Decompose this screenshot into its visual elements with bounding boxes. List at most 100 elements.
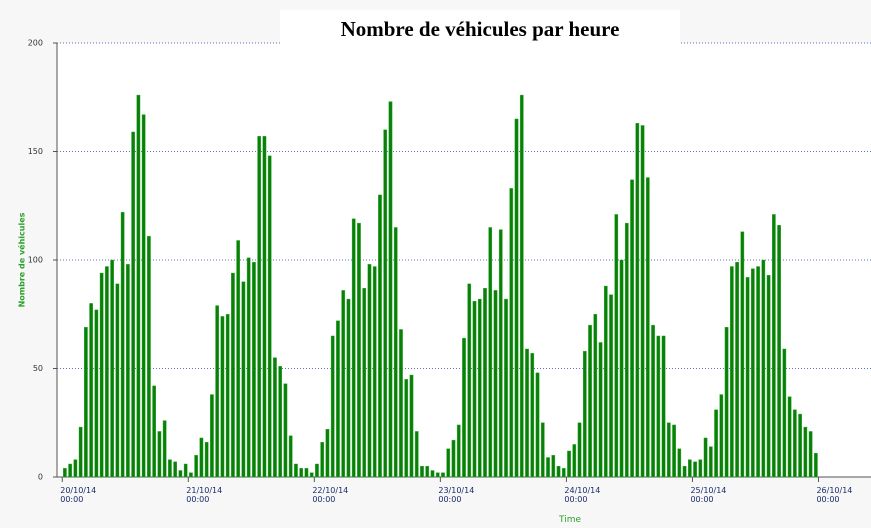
y-tick-label: 150 (28, 147, 43, 156)
y-axis-label: Nombre de véhicules (17, 212, 27, 307)
bar (162, 420, 167, 478)
bar (99, 272, 104, 478)
bar (577, 422, 582, 478)
bar (252, 261, 256, 478)
bar (236, 240, 241, 478)
bar (535, 372, 540, 478)
bar (803, 426, 808, 478)
bar (666, 422, 671, 478)
bar (262, 136, 267, 478)
bar (766, 274, 771, 478)
bar (561, 468, 566, 478)
x-tick-label: 22/10/14 00:00 (312, 486, 349, 504)
bar (315, 463, 319, 478)
bar (724, 327, 729, 478)
bar (425, 465, 430, 478)
bar (147, 235, 151, 478)
bar (493, 290, 498, 478)
bar (661, 335, 666, 478)
x-tick-label: 25/10/14 00:00 (690, 486, 727, 504)
bar (357, 222, 361, 478)
bar (63, 468, 67, 478)
bar (761, 259, 766, 478)
x-tick-label: 23/10/14 00:00 (438, 486, 475, 504)
y-tick-label: 100 (28, 256, 43, 265)
bar (498, 229, 503, 478)
bar (651, 324, 655, 478)
bar (189, 472, 193, 478)
bar (409, 374, 414, 478)
bar (446, 448, 451, 478)
bar (514, 118, 519, 478)
bar (341, 290, 346, 478)
bar (614, 214, 619, 478)
bar (808, 431, 813, 478)
bar (273, 357, 277, 478)
bar (451, 439, 456, 478)
bar (504, 298, 508, 478)
bar (530, 353, 535, 478)
bar (787, 396, 792, 478)
bar (210, 394, 214, 478)
bar (257, 136, 262, 478)
bar (346, 298, 351, 478)
chart-title: Nombre de véhicules par heure (280, 10, 680, 48)
bar (793, 409, 797, 478)
bar (735, 261, 739, 478)
bar (84, 327, 88, 478)
bar (283, 383, 288, 478)
bar (288, 435, 293, 478)
x-tick-label: 26/10/14 00:00 (816, 486, 853, 504)
bar (719, 394, 724, 478)
bar (745, 277, 750, 478)
bar (546, 457, 550, 478)
bar (677, 448, 682, 478)
bar (152, 385, 156, 478)
bar (199, 437, 204, 478)
bar (278, 366, 283, 478)
bar (751, 268, 755, 478)
bar (588, 324, 592, 478)
bar (598, 342, 603, 478)
bar (330, 335, 335, 478)
bar (703, 437, 708, 478)
bar (215, 305, 220, 478)
bar (772, 214, 776, 478)
bar (404, 379, 409, 478)
bar (141, 114, 146, 478)
bar (126, 264, 130, 478)
bar (399, 329, 403, 478)
bar (693, 461, 697, 478)
bar (393, 227, 398, 478)
bar (483, 288, 487, 478)
bar (157, 431, 162, 478)
bar (372, 266, 377, 478)
bar (325, 429, 330, 478)
bar (320, 442, 325, 478)
bar (441, 472, 445, 478)
bar (173, 461, 177, 478)
y-tick-label: 50 (33, 364, 43, 373)
bar (572, 444, 577, 478)
bar (136, 94, 141, 478)
bar (798, 413, 802, 478)
bar (645, 177, 650, 478)
bar (351, 218, 356, 478)
bar (309, 472, 314, 478)
bar (115, 283, 120, 478)
bar (294, 463, 298, 478)
bar (430, 470, 435, 478)
bar (603, 285, 608, 478)
bar (609, 294, 613, 478)
bar (682, 465, 687, 478)
bar (225, 314, 230, 478)
bar (105, 266, 109, 478)
bar (110, 259, 114, 478)
bar (204, 442, 209, 478)
bar (525, 348, 529, 478)
bar (708, 446, 713, 478)
bar (540, 422, 545, 478)
bar (94, 309, 99, 478)
